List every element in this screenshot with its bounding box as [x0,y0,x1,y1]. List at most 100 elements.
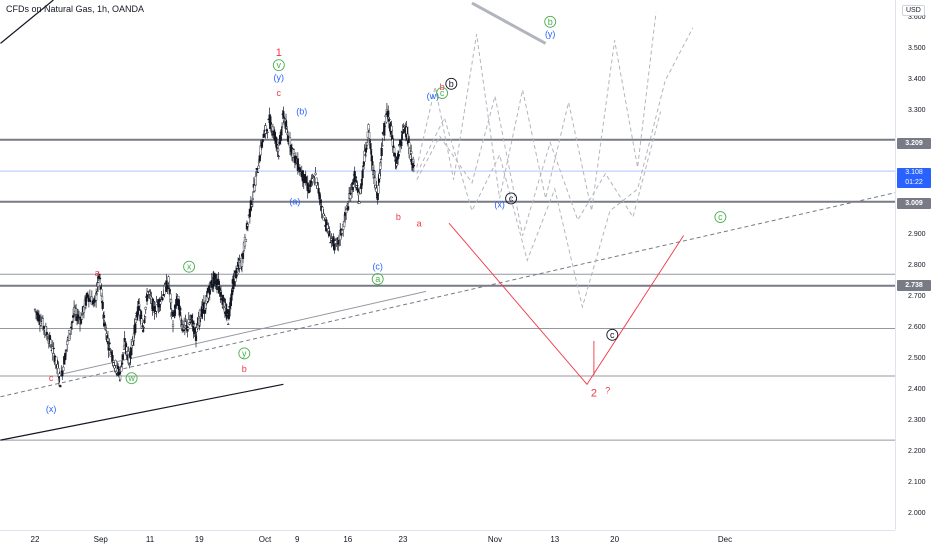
candle-body [152,301,155,303]
candle-body [279,136,282,141]
candle-body [191,320,194,324]
currency-button[interactable]: USD [902,5,925,16]
candle-body [110,351,113,356]
wave-label: w [127,373,135,383]
candle-body [356,185,359,187]
candle-body [380,147,383,157]
chart-area[interactable]: 1 v (y) c (b) (a) (c) a (w) b b c (x) c b (y) c 2? c a x y b w c… [0,0,898,530]
wave-label-circle [371,273,384,285]
candle-body [258,155,261,162]
candle-body [68,330,71,341]
candle-body [221,295,225,304]
wave-label-circle [445,77,458,90]
candle-body [294,155,297,160]
wave-label-circle [238,347,251,360]
wave-label: a [95,268,100,278]
price-tick-label: 3.600 [908,13,926,21]
candle-body [88,296,91,298]
candle-body [321,206,324,215]
candle-body [366,142,369,146]
candle-body [101,301,104,309]
candle-body [306,182,309,192]
candle-body [143,316,147,319]
wave-label: y [242,348,247,358]
wave-label: b [242,364,247,374]
candle-body [264,125,267,134]
candle-body [261,139,264,143]
candle-body [77,317,81,319]
price-tick-label: 3.400 [908,75,926,83]
candle-body [227,309,230,320]
wave-label: v [277,60,282,70]
candle-body [229,308,232,310]
candle-body [160,296,163,298]
time-tick-label: 23 [398,535,408,544]
candle-body [130,346,133,356]
candle-body [179,307,182,311]
candle-body [246,223,250,227]
candle-body [80,315,84,320]
wave-label: (c) [372,262,383,272]
candle-body [301,170,304,182]
candle-body [171,324,175,327]
candle-body [108,342,111,345]
candle-body [161,297,164,301]
candle-body [269,122,273,125]
candle-body [190,314,193,319]
candle-body [410,151,413,154]
candle-body [69,332,72,335]
candle-body [375,187,378,192]
candle-body [49,339,52,345]
candle-body [341,229,344,234]
candle-body [74,308,78,315]
wave-label-circle [125,372,138,385]
candle-body [138,303,141,307]
candle-body [235,267,238,270]
candle-body [154,311,157,314]
candle-body [122,352,125,354]
candle-body [257,165,260,169]
candle-body [358,201,361,204]
wave-label: ? [605,386,610,396]
candle-body [96,282,100,287]
candle-body [292,149,296,154]
candle-body [71,321,74,324]
candle-body [388,118,391,120]
candle-body [412,164,415,167]
candle-body [61,370,64,377]
candle-body [62,366,65,371]
wave-label: c [509,193,514,203]
price-chart-svg[interactable]: 1v(y)c(b)(a)(c)a(w)b bc(x)cb(y)c2 ?caxybwc… [0,0,898,530]
candle-body [155,301,158,312]
candle-body [280,129,283,136]
price-tick-label: 2.800 [908,261,926,269]
price-axis[interactable]: 3.6003.5003.4003.3003.2003.1003.0002.900… [895,0,932,530]
candle-body [236,272,239,275]
wave-label-circle [183,260,196,273]
candle-body [98,277,102,280]
candle-body [177,295,180,299]
wave-label-circle [436,87,449,100]
candle-body [59,385,62,388]
candle-body [251,198,254,200]
candle-body [265,129,268,131]
wave-label: b [440,82,445,92]
candle-body [343,221,346,227]
candle-body [187,327,190,330]
candle-body [368,131,371,139]
time-tick-label: Dec [717,535,733,544]
price-tick-label: 2.200 [908,447,926,455]
wave-label: c [610,330,615,340]
candle-body [192,323,196,325]
countdown-timer: 01:22 [905,179,923,186]
candle-body [65,349,68,351]
candle-body [169,299,173,304]
candle-body [142,327,145,329]
level-label-2: 3.009 [897,198,931,209]
candle-body [185,325,188,327]
time-axis[interactable]: 22 Sep 11 19 Oct 9 16 23 Nov 13 20 Dec [0,530,895,551]
candle-body [286,135,290,142]
candle-body [328,230,331,236]
price-tick-label: 2.600 [908,323,926,331]
candle-body [356,188,360,193]
